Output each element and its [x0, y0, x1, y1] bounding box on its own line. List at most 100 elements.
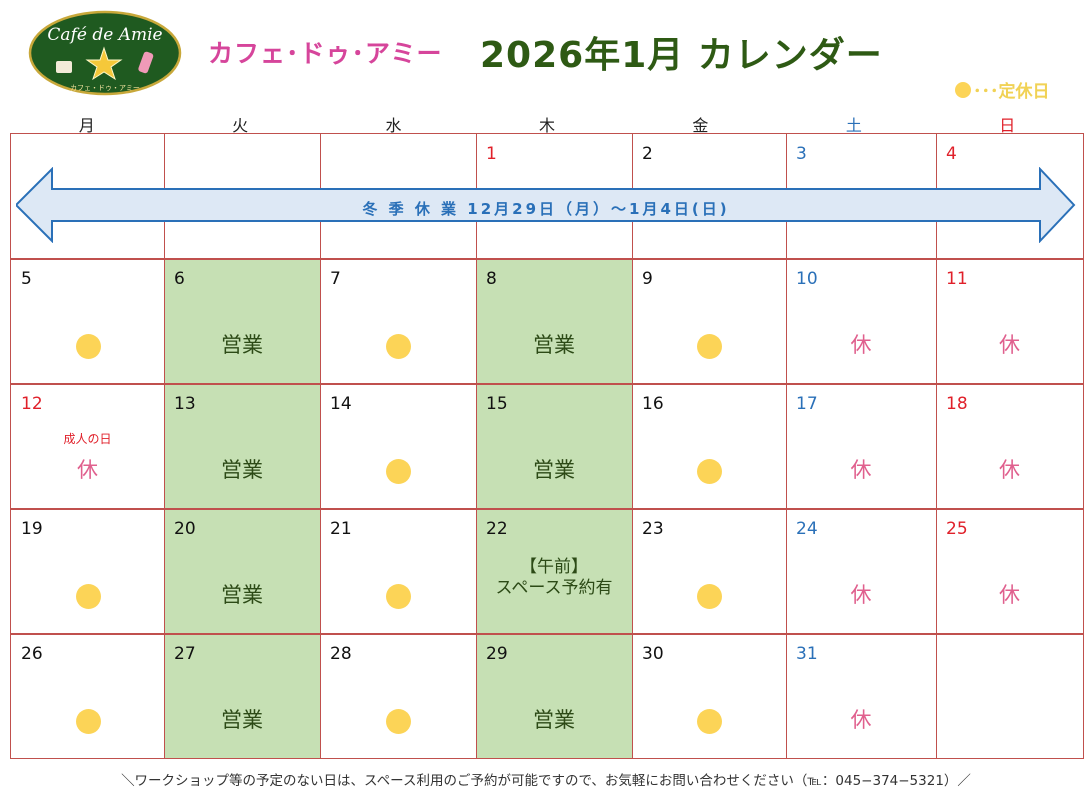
grid-line: [164, 134, 165, 758]
day-number: 1: [486, 144, 497, 164]
grid-line: [632, 134, 633, 758]
grid-line: [11, 633, 1083, 635]
closed-day-dot-icon: [386, 459, 411, 484]
day-cell: 19: [11, 509, 164, 634]
day-cell: 10 休: [786, 259, 936, 384]
day-cell: 5: [11, 259, 164, 384]
day-cell-open: 20 営業: [164, 509, 320, 634]
day-cell: 4: [936, 134, 1083, 259]
closed-day-dot-icon: [75, 584, 101, 609]
day-cell: 25 休: [936, 509, 1083, 634]
day-number: 27: [174, 644, 196, 664]
day-number: 12: [21, 394, 43, 414]
open-label: 営業: [533, 708, 575, 732]
cafe-logo: Café de Amie カフェ・ドゥ・アミー: [28, 10, 182, 96]
weekday-thu: 木: [538, 116, 555, 135]
day-cell: [936, 634, 1083, 758]
rest-label: 休: [850, 333, 872, 357]
day-number: 26: [21, 644, 43, 664]
open-label: 営業: [533, 458, 575, 482]
closed-day-dot-icon: [386, 334, 411, 359]
weekday-mon: 月: [78, 116, 95, 135]
closed-day-dot-icon: [697, 709, 722, 734]
day-number: 20: [174, 519, 196, 539]
day-number: 5: [21, 269, 32, 289]
day-cell: 12 成人の日 休: [11, 384, 164, 509]
day-cell: 18 休: [936, 384, 1083, 509]
day-cell: 31 休: [786, 634, 936, 758]
day-cell: 2: [632, 134, 786, 259]
weekday-wed: 水: [385, 116, 402, 135]
weekday-header: 月 火 水 木 金 土 日: [10, 112, 1084, 136]
legend: ･･･定休日: [955, 77, 1050, 102]
day-number: 24: [796, 519, 818, 539]
page-title: 2026年1月 カレンダー: [480, 35, 883, 76]
day-number: 18: [946, 394, 968, 414]
calendar-grid: 1 2 3 4 5 6 営業 7 8 営業 9 10 休 11 休 12 成人の…: [10, 133, 1084, 759]
day-cell-open: 8 営業: [476, 259, 632, 384]
day-number: 13: [174, 394, 196, 414]
rest-label: 休: [999, 333, 1020, 357]
day-number: 3: [796, 144, 807, 164]
rest-label: 休: [850, 708, 872, 732]
rest-label: 休: [999, 458, 1020, 482]
open-label: 営業: [221, 458, 263, 482]
day-number: 14: [330, 394, 352, 414]
day-number: 22: [486, 519, 508, 539]
day-number: 21: [330, 519, 352, 539]
open-label: 営業: [221, 333, 263, 357]
day-number: 23: [642, 519, 664, 539]
day-number: 30: [642, 644, 664, 664]
day-number: 28: [330, 644, 352, 664]
day-cell: 16: [632, 384, 786, 509]
morning-note: 【午前】: [520, 557, 588, 577]
day-number: 9: [642, 269, 653, 289]
grid-line: [11, 258, 1083, 260]
day-number: 19: [21, 519, 43, 539]
day-cell-open: 6 営業: [164, 259, 320, 384]
grid-line: [320, 134, 321, 758]
grid-line: [936, 134, 937, 758]
day-cell: 24 休: [786, 509, 936, 634]
svg-text:カフェ・ドゥ・アミー: カフェ・ドゥ・アミー: [70, 84, 140, 92]
day-cell: 28: [320, 634, 476, 758]
weekday-sun: 日: [999, 116, 1016, 135]
winter-break-arrow: [16, 167, 1076, 243]
day-cell-open: 22 【午前】 スペース予約有: [476, 509, 632, 634]
space-reserved-note: スペース予約有: [495, 578, 613, 598]
weekday-sat: 土: [845, 116, 862, 135]
day-number: 6: [174, 269, 185, 289]
day-cell: 17 休: [786, 384, 936, 509]
closed-day-dot-icon: [697, 459, 722, 484]
shop-name: カフェ･ドゥ･アミー: [208, 39, 443, 68]
day-cell-open: 15 営業: [476, 384, 632, 509]
day-cell: 14: [320, 384, 476, 509]
day-number: 10: [796, 269, 818, 289]
grid-line: [11, 508, 1083, 510]
day-cell: 23: [632, 509, 786, 634]
grid-line: [11, 383, 1083, 385]
day-number: 29: [486, 644, 508, 664]
closed-day-dot-icon: [386, 584, 411, 609]
day-number: 25: [946, 519, 968, 539]
legend-label: ･･･定休日: [973, 82, 1050, 102]
day-cell: 1: [476, 134, 632, 259]
day-number: 2: [642, 144, 653, 164]
grid-line: [786, 134, 787, 758]
day-number: 31: [796, 644, 818, 664]
closed-day-dot-icon: [386, 709, 411, 734]
closed-day-dot-icon: [697, 334, 722, 359]
rest-label: 休: [999, 583, 1020, 607]
day-cell: 7: [320, 259, 476, 384]
closed-day-dot-icon: [75, 334, 101, 359]
footer-note: ＼ワークショップ等の予定のない日は、スペース利用のご予約が可能ですので、お気軽に…: [121, 773, 971, 789]
rest-label: 休: [850, 583, 872, 607]
day-cell: 30: [632, 634, 786, 758]
day-number: 4: [946, 144, 957, 164]
day-cell: 26: [11, 634, 164, 758]
day-number: 7: [330, 269, 341, 289]
holiday-name: 成人の日: [63, 432, 112, 446]
day-number: 15: [486, 394, 508, 414]
day-cell: 3: [786, 134, 936, 259]
day-cell-open: 29 営業: [476, 634, 632, 758]
